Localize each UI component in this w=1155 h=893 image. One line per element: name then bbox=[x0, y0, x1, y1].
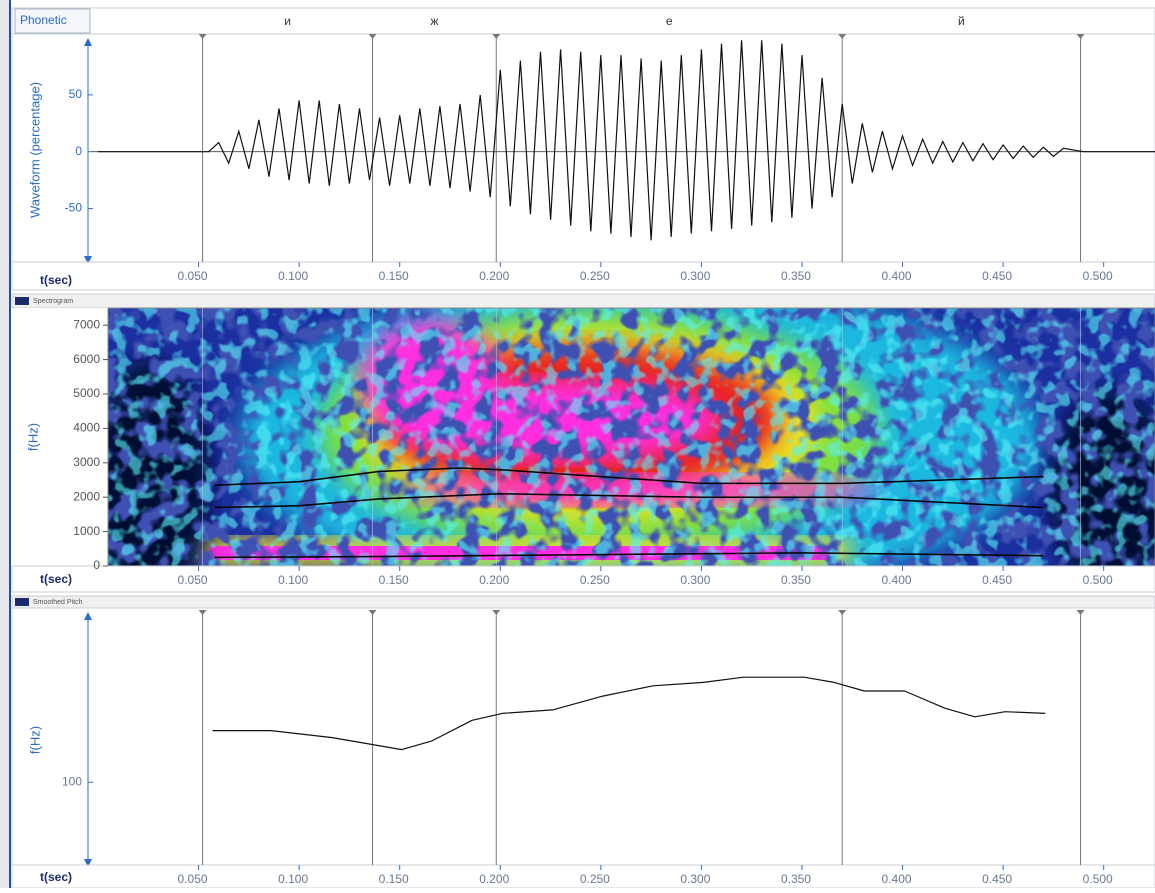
panel-icon[interactable] bbox=[15, 297, 29, 305]
pitch-y-label: f(Hz) bbox=[27, 726, 42, 754]
x-tick-label: 0.050 bbox=[178, 269, 208, 283]
y-tick-label: 7000 bbox=[73, 317, 100, 331]
x-tick-label: 0.350 bbox=[781, 269, 811, 283]
spectrogram-title: Spectrogram bbox=[33, 298, 73, 305]
y-tick-label: 0 bbox=[93, 558, 100, 572]
x-tick-label: 0.450 bbox=[982, 573, 1012, 587]
y-tick-label: 5000 bbox=[73, 386, 100, 400]
phonetic-segment: и bbox=[284, 14, 291, 28]
x-tick-label: 0.150 bbox=[379, 872, 409, 886]
y-tick-label: 1000 bbox=[73, 524, 100, 538]
x-tick-label: 0.400 bbox=[882, 573, 912, 587]
waveform-panel bbox=[12, 34, 1155, 262]
x-tick-label: 0.400 bbox=[882, 269, 912, 283]
x-tick-label: 0.450 bbox=[982, 269, 1012, 283]
waveform-y-label: Waveform (percentage) bbox=[27, 82, 42, 218]
x-tick-label: 0.250 bbox=[580, 573, 610, 587]
y-tick-label: 50 bbox=[69, 87, 83, 101]
speech-analyzer: Phonetic Waveform (percentage) t(sec) Sp… bbox=[0, 0, 1155, 888]
x-tick-label: 0.100 bbox=[278, 872, 308, 886]
y-tick-label: 0 bbox=[75, 144, 82, 158]
frame-strip bbox=[0, 0, 10, 888]
x-tick-label: 0.100 bbox=[278, 269, 308, 283]
time-axis-label: t(sec) bbox=[40, 273, 72, 287]
x-tick-label: 0.300 bbox=[680, 269, 710, 283]
x-tick-label: 0.250 bbox=[580, 872, 610, 886]
x-tick-label: 0.150 bbox=[379, 269, 409, 283]
time-axis-label: t(sec) bbox=[40, 572, 72, 586]
x-tick-label: 0.450 bbox=[982, 872, 1012, 886]
y-tick-label: 6000 bbox=[73, 352, 100, 366]
x-tick-label: 0.200 bbox=[479, 872, 509, 886]
pitch-header bbox=[12, 596, 1155, 608]
x-tick-label: 0.050 bbox=[178, 573, 208, 587]
pitch-panel bbox=[12, 608, 1155, 865]
x-tick-label: 0.300 bbox=[680, 573, 710, 587]
phonetic-segment: е bbox=[666, 14, 673, 28]
x-tick-label: 0.500 bbox=[1083, 872, 1113, 886]
phonetic-row bbox=[12, 8, 1155, 34]
pitch-title: Smoothed Pitch bbox=[33, 599, 83, 606]
x-tick-label: 0.300 bbox=[680, 872, 710, 886]
x-tick-label: 0.150 bbox=[379, 573, 409, 587]
x-tick-label: 0.250 bbox=[580, 269, 610, 283]
x-tick-label: 0.400 bbox=[882, 872, 912, 886]
x-tick-label: 0.350 bbox=[781, 872, 811, 886]
time-axis-label: t(sec) bbox=[40, 870, 72, 884]
phonetic-segment: ж bbox=[430, 14, 438, 28]
spectrogram-y-label: f(Hz) bbox=[25, 423, 40, 451]
x-tick-label: 0.050 bbox=[178, 872, 208, 886]
x-tick-label: 0.500 bbox=[1083, 269, 1113, 283]
panel-icon[interactable] bbox=[15, 598, 29, 606]
spectrogram-image bbox=[90, 280, 1155, 600]
x-tick-label: 0.500 bbox=[1083, 573, 1113, 587]
phonetic-segment: й bbox=[958, 14, 965, 28]
y-tick-label: 2000 bbox=[73, 489, 100, 503]
spectrogram-header bbox=[12, 294, 1155, 308]
x-tick-label: 0.100 bbox=[278, 573, 308, 587]
x-tick-label: 0.200 bbox=[479, 573, 509, 587]
phonetic-label: Phonetic bbox=[20, 13, 67, 27]
y-tick-label: 3000 bbox=[73, 455, 100, 469]
y-tick-label: 100 bbox=[62, 774, 82, 788]
y-tick-label: -50 bbox=[65, 201, 83, 215]
y-tick-label: 4000 bbox=[73, 421, 100, 435]
x-tick-label: 0.200 bbox=[479, 269, 509, 283]
x-tick-label: 0.350 bbox=[781, 573, 811, 587]
